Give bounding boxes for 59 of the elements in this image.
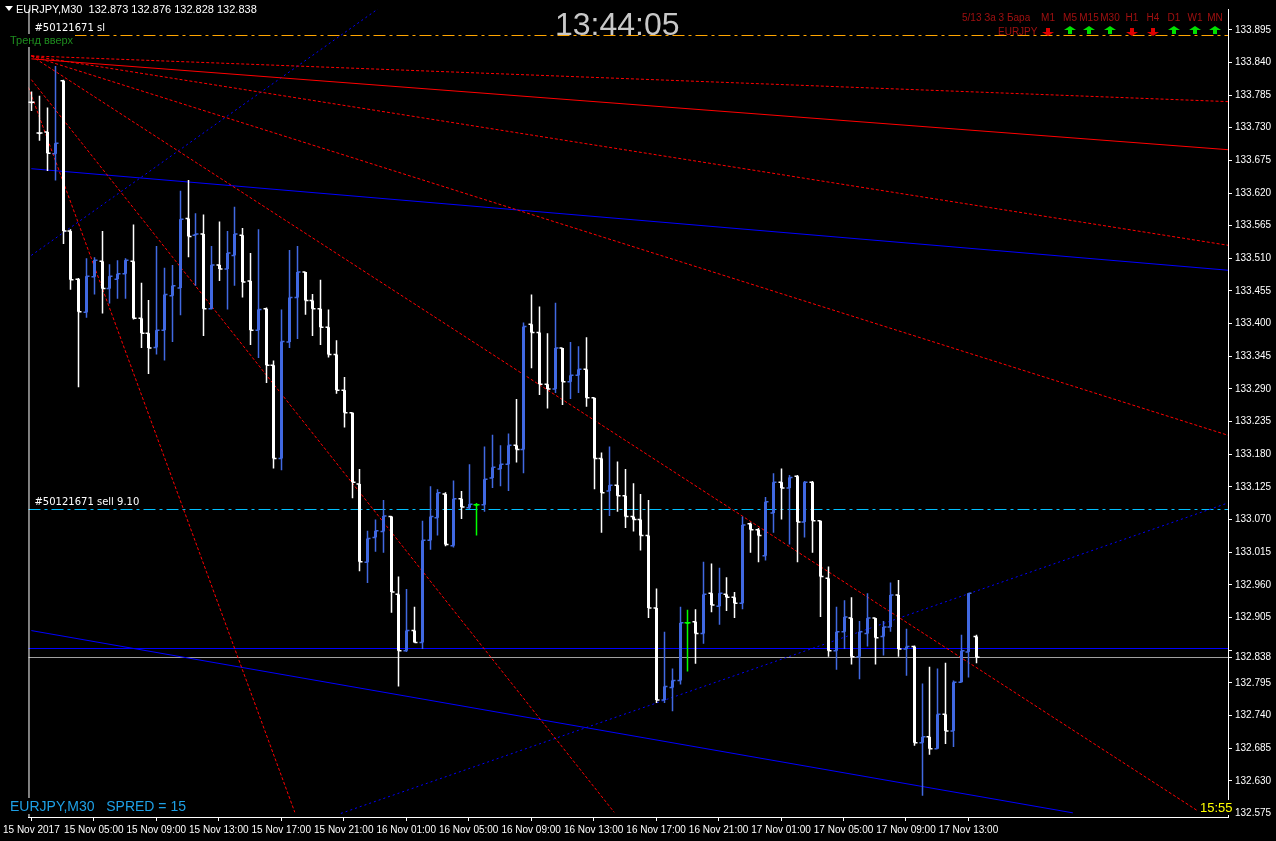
x-tick-label: 16 Nov 01:00 [376, 823, 437, 835]
annotation: EURJPY,M30 SPRED = 15 [8, 798, 188, 814]
annotation: M30 [1100, 12, 1120, 23]
x-tick-label: 15 Nov 2017 [3, 823, 61, 835]
annotation: M15 [1079, 12, 1099, 23]
annotation: W1 [1187, 12, 1203, 23]
y-tick-label: 132.740 [1235, 709, 1272, 721]
annotation: Тренд вверх [8, 34, 76, 47]
y-tick-label: 132.575 [1235, 807, 1272, 819]
annotation: 13:44:05 [555, 6, 680, 42]
ref-line-label: #50121671 sell 9.10 [34, 496, 140, 508]
annotation: D1 [1167, 12, 1181, 23]
y-tick-label: 133.345 [1235, 350, 1272, 362]
x-tick-label: 17 Nov 01:00 [751, 823, 812, 835]
x-tick-label: 15 Nov 05:00 [64, 823, 125, 835]
y-tick-label: 132.905 [1235, 611, 1272, 623]
y-tick-label: 133.015 [1235, 545, 1272, 557]
y-tick-label: 133.730 [1235, 121, 1272, 133]
y-tick-label: 133.290 [1235, 382, 1272, 394]
ref-line-label: #50121671 sl [34, 22, 105, 34]
x-tick-label: 15 Nov 21:00 [313, 823, 374, 835]
annotation: M5 [1063, 12, 1077, 23]
annotation: MN [1207, 12, 1223, 23]
y-tick-label: 133.235 [1235, 415, 1272, 427]
annotation: M1 [1041, 12, 1055, 23]
y-tick-label: 132.630 [1235, 774, 1272, 786]
y-tick-label: 133.620 [1235, 186, 1272, 198]
annotation: EURJPY [998, 26, 1038, 37]
y-tick-label: 133.070 [1235, 513, 1272, 525]
annotation: 5/13 За 3 Бара [962, 12, 1031, 23]
y-tick-label: 133.565 [1235, 219, 1272, 231]
annotation: 15:55 [1198, 800, 1235, 815]
y-tick-label: 132.685 [1235, 741, 1272, 753]
y-tick-label: 133.510 [1235, 252, 1272, 264]
chart-title: EURJPY,M30 132.873 132.876 132.828 132.838 [16, 3, 257, 15]
x-tick-label: 17 Nov 09:00 [876, 823, 937, 835]
annotation: H4 [1146, 12, 1160, 23]
y-tick-label: 132.838 [1235, 651, 1272, 663]
annotation: H1 [1125, 12, 1139, 23]
x-tick-label: 16 Nov 05:00 [438, 823, 499, 835]
x-tick-label: 17 Nov 05:00 [813, 823, 874, 835]
y-tick-label: 133.125 [1235, 480, 1272, 492]
x-tick-label: 15 Nov 17:00 [251, 823, 312, 835]
x-tick-label: 16 Nov 13:00 [563, 823, 624, 835]
y-tick-label: 132.960 [1235, 578, 1272, 590]
y-tick-label: 133.785 [1235, 88, 1272, 100]
y-tick-label: 133.840 [1235, 56, 1272, 68]
y-tick-label: 133.455 [1235, 284, 1272, 296]
y-tick-label: 132.795 [1235, 676, 1272, 688]
x-tick-label: 16 Nov 21:00 [688, 823, 749, 835]
y-tick-label: 133.675 [1235, 154, 1272, 166]
y-tick-label: 133.180 [1235, 448, 1272, 460]
y-tick-label: 133.895 [1235, 23, 1272, 35]
x-tick-label: 15 Nov 13:00 [189, 823, 249, 835]
x-tick-label: 16 Nov 17:00 [626, 823, 687, 835]
y-tick-label: 133.400 [1235, 317, 1272, 329]
x-tick-label: 15 Nov 09:00 [126, 823, 187, 835]
x-tick-label: 16 Nov 09:00 [501, 823, 562, 835]
x-tick-label: 17 Nov 13:00 [938, 823, 999, 835]
